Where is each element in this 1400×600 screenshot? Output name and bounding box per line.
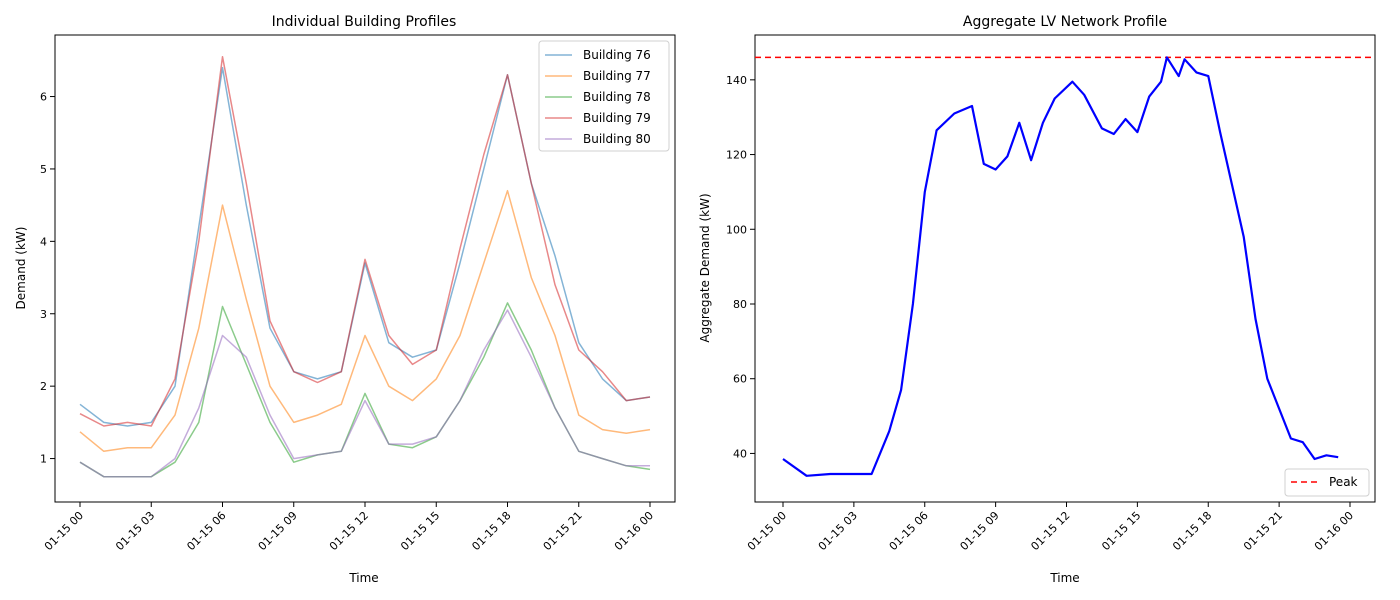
right-legend: Peak bbox=[1284, 468, 1370, 497]
right-y-tick-label: 40 bbox=[733, 447, 747, 460]
left-y-tick-label: 2 bbox=[40, 380, 47, 393]
left-x-tick-label: 01-15 15 bbox=[398, 509, 442, 553]
left-y-axis-label: Demand (kW) bbox=[14, 227, 28, 310]
left-series-line-5 bbox=[79, 309, 650, 478]
left-series-lines bbox=[79, 55, 651, 478]
right-x-tick-label: 01-15 18 bbox=[1170, 509, 1214, 553]
right-y-tick-label: 100 bbox=[726, 223, 747, 236]
right-x-tick-label: 01-15 15 bbox=[1099, 509, 1143, 553]
left-x-tick-label: 01-15 18 bbox=[469, 509, 513, 553]
left-x-tick-label: 01-15 06 bbox=[184, 509, 228, 553]
right-x-tick-label: 01-15 09 bbox=[958, 509, 1002, 553]
right-series-lines bbox=[782, 56, 1339, 477]
right-legend-peak-label: Peak bbox=[1329, 475, 1358, 489]
right-x-tick-label: 01-15 12 bbox=[1028, 509, 1072, 553]
legend-label-2: Building 77 bbox=[583, 69, 651, 83]
left-series-line-3 bbox=[79, 302, 651, 478]
left-y-tick-label: 3 bbox=[40, 308, 47, 321]
right-y-axis-ticks: 40 60 80 100 120 140 bbox=[726, 74, 755, 460]
left-x-tick-label: 01-15 12 bbox=[327, 509, 371, 553]
right-x-tick-label: 01-15 00 bbox=[745, 509, 789, 553]
right-x-axis-label: Time bbox=[1049, 571, 1079, 585]
left-chart: Individual Building Profiles 1 2 3 4 5 6 01-1… bbox=[14, 14, 676, 585]
left-y-axis-ticks: 1 2 3 4 5 6 bbox=[40, 91, 55, 466]
right-y-tick-label: 60 bbox=[733, 373, 747, 386]
left-series-line-4 bbox=[79, 55, 651, 427]
left-series-line-2 bbox=[79, 189, 651, 453]
right-x-tick-label: 01-16 00 bbox=[1312, 509, 1356, 553]
legend-label-3: Building 78 bbox=[583, 90, 651, 104]
right-y-tick-label: 80 bbox=[733, 298, 747, 311]
right-chart-title: Aggregate LV Network Profile bbox=[963, 14, 1167, 30]
right-y-axis-label: Aggregate Demand (kW) bbox=[698, 193, 712, 342]
left-legend: Building 76 Building 77 Building 78 Buildin… bbox=[538, 40, 670, 152]
right-legend-box bbox=[1284, 468, 1370, 497]
legend-label-5: Building 80 bbox=[583, 132, 651, 146]
left-legend-box bbox=[538, 40, 670, 152]
right-x-tick-label: 01-15 21 bbox=[1241, 509, 1285, 553]
left-y-tick-label: 5 bbox=[40, 163, 47, 176]
left-x-tick-label: 01-15 09 bbox=[256, 509, 300, 553]
legend-label-4: Building 79 bbox=[583, 111, 651, 125]
right-x-tick-label: 01-15 03 bbox=[816, 509, 860, 553]
left-x-tick-label: 01-15 03 bbox=[113, 509, 157, 553]
left-x-tick-label: 01-15 21 bbox=[541, 509, 585, 553]
right-chart: Aggregate LV Network Profile 40 60 80 100 12… bbox=[698, 14, 1376, 585]
left-chart-title: Individual Building Profiles bbox=[272, 14, 457, 30]
right-x-axis-ticks: 01-15 00 01-15 03 01-15 06 01-15 09 01-15 12… bbox=[745, 502, 1356, 553]
left-y-tick-label: 1 bbox=[40, 453, 47, 466]
right-series-line-1 bbox=[782, 56, 1339, 477]
right-y-tick-label: 140 bbox=[726, 74, 747, 87]
left-x-tick-label: 01-16 00 bbox=[612, 509, 656, 553]
left-y-tick-label: 4 bbox=[40, 235, 47, 248]
left-x-axis-label: Time bbox=[348, 571, 378, 585]
left-series-line-1 bbox=[79, 66, 651, 427]
left-x-tick-label: 01-15 00 bbox=[42, 509, 86, 553]
left-y-tick-label: 6 bbox=[40, 91, 47, 104]
legend-label-1: Building 76 bbox=[583, 48, 651, 62]
left-x-axis-ticks: 01-15 00 01-15 03 01-15 06 01-15 09 01-15 12… bbox=[42, 502, 656, 553]
right-y-tick-label: 120 bbox=[726, 149, 747, 162]
right-plot-frame bbox=[754, 34, 1376, 503]
right-x-tick-label: 01-15 06 bbox=[887, 509, 931, 553]
